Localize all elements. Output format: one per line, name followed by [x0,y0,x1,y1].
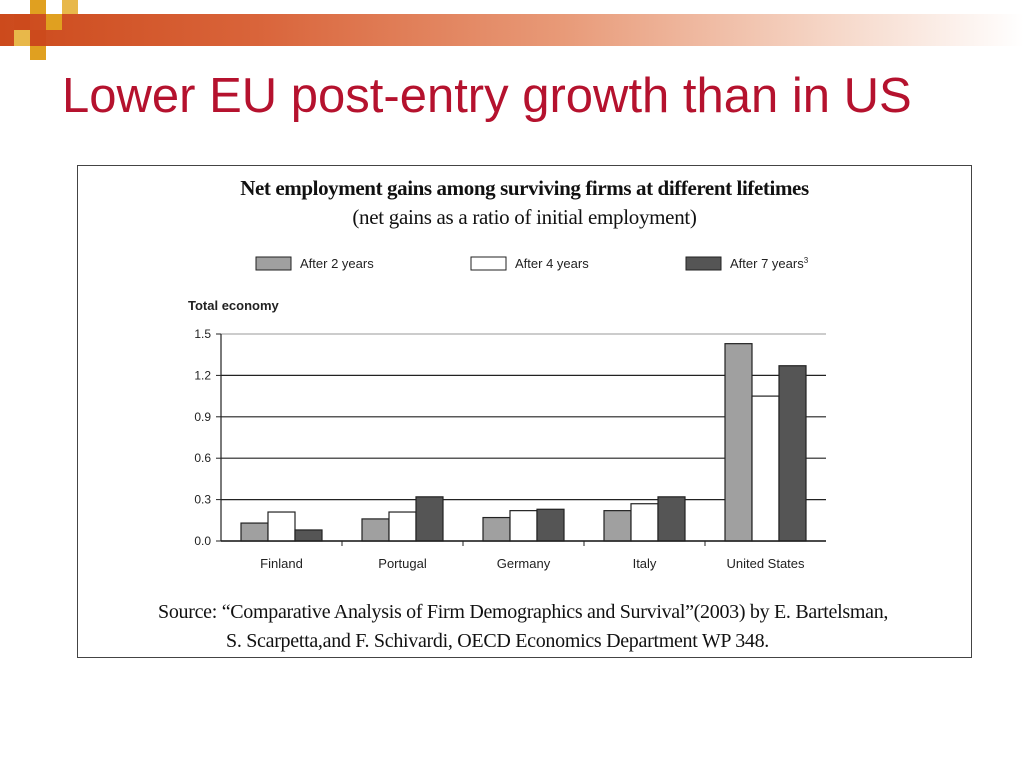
bar-chart: After 2 years After 4 years After 7 years3… [188,256,826,571]
bar [240,522,269,542]
deco-square-7 [30,46,46,60]
legend-label: After 7 years3 [730,256,809,271]
bar [724,343,753,542]
legend-label: After 4 years [515,256,589,271]
bar [603,510,632,542]
y-tick-label: 0.0 [194,534,211,548]
bar [778,365,807,542]
deco-square-3 [46,14,62,30]
legend-swatch [685,256,722,271]
deco-square-6 [30,30,46,46]
bar [482,516,511,542]
legend-swatch [255,256,292,271]
legend-label: After 2 years [300,256,374,271]
bar [630,503,659,542]
y-tick-label: 1.2 [194,368,211,382]
x-tick-label: United States [726,556,805,571]
x-tick-label: Portugal [378,556,427,571]
y-tick-label: 0.9 [194,410,211,424]
bar [657,496,686,542]
source-line-1: Source: “Comparative Analysis of Firm De… [158,601,889,623]
chart-subtitle: (net gains as a ratio of initial employm… [352,205,697,229]
legend-swatch [470,256,507,271]
x-tick-label: Germany [497,556,551,571]
bar [361,518,390,542]
source-line-2: S. Scarpetta,and F. Schivardi, OECD Econ… [226,630,769,652]
y-tick-label: 0.3 [194,493,211,507]
chart-figure: Net employment gains among surviving fir… [77,165,972,658]
panel-label: Total economy [188,298,280,313]
deco-square-4 [62,0,78,14]
y-tick-label: 0.6 [194,451,211,465]
bar [294,529,323,542]
bar [267,511,296,542]
bar [751,395,780,542]
bar [415,496,444,542]
x-tick-label: Italy [633,556,657,571]
x-tick-label: Finland [260,556,303,571]
y-tick-label: 1.5 [194,327,211,341]
bar [536,508,565,542]
slide-title: Lower EU post-entry growth than in US [62,69,912,123]
bar [388,511,417,542]
bar [509,510,538,542]
deco-square-1 [14,14,30,30]
header-gradient-bar [0,14,1024,46]
deco-square-5 [14,30,30,46]
deco-square-2 [30,0,46,14]
chart-title: Net employment gains among surviving fir… [240,176,809,200]
